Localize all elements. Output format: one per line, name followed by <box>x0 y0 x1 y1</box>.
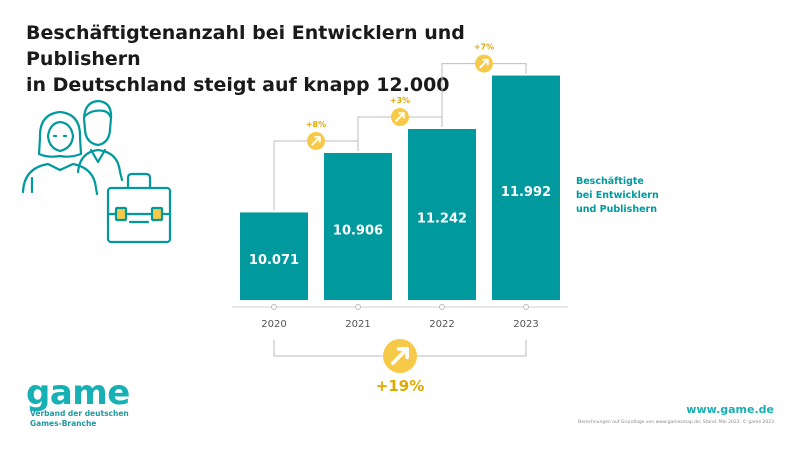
source-note: Berechnungen auf Grundlage von www.games… <box>578 420 774 425</box>
axis-marker-2020 <box>271 304 277 310</box>
tagline-line-2: Games-Branche <box>30 419 97 428</box>
title-line-1: Beschäftigtenanzahl bei Entwicklern und … <box>26 22 465 70</box>
axis-marker-2023 <box>523 304 529 310</box>
arrow-up-right-icon <box>391 108 409 127</box>
value-label-2020: 10.071 <box>249 253 299 268</box>
tagline-line-1: Verband der deutschen <box>30 409 129 418</box>
total-change-label: +19% <box>376 377 424 395</box>
axis-marker-2022 <box>439 304 445 310</box>
change-label-2: +7% <box>474 43 494 52</box>
people-icon <box>21 99 172 244</box>
x-tick-label-2020: 2020 <box>261 319 286 330</box>
x-tick-label-2022: 2022 <box>429 319 454 330</box>
bar-2022 <box>408 129 476 300</box>
series-label-line-2: bei Entwicklern <box>576 190 659 201</box>
title-line-2: in Deutschland steigt auf knapp 12.000 <box>26 74 450 96</box>
value-label-2022: 11.242 <box>417 212 467 227</box>
value-label-2021: 10.906 <box>333 223 383 238</box>
series-label-line-3: und Publishern <box>576 204 657 215</box>
change-label-0: +8% <box>306 120 326 129</box>
bar-2023 <box>492 75 560 300</box>
chart-title: Beschäftigtenanzahl bei Entwicklern und … <box>26 20 586 98</box>
game-logo: game <box>26 373 130 413</box>
series-label: Beschäftigte bei Entwicklern und Publish… <box>576 175 696 217</box>
x-tick-label-2021: 2021 <box>345 319 370 330</box>
arrow-up-right-icon <box>475 54 493 73</box>
axis-marker-2021 <box>355 304 361 310</box>
bar-2021 <box>324 152 392 300</box>
logo-tagline: Verband der deutschen Games-Branche <box>30 409 129 429</box>
bar-2020 <box>240 212 308 300</box>
website-link[interactable]: www.game.de <box>686 403 774 416</box>
arrow-up-right-icon <box>307 131 325 150</box>
x-tick-label-2023: 2023 <box>513 319 538 330</box>
change-label-1: +3% <box>390 96 410 105</box>
arrow-up-right-icon <box>383 339 417 373</box>
series-label-line-1: Beschäftigte <box>576 176 644 187</box>
value-label-2023: 11.992 <box>501 185 551 200</box>
